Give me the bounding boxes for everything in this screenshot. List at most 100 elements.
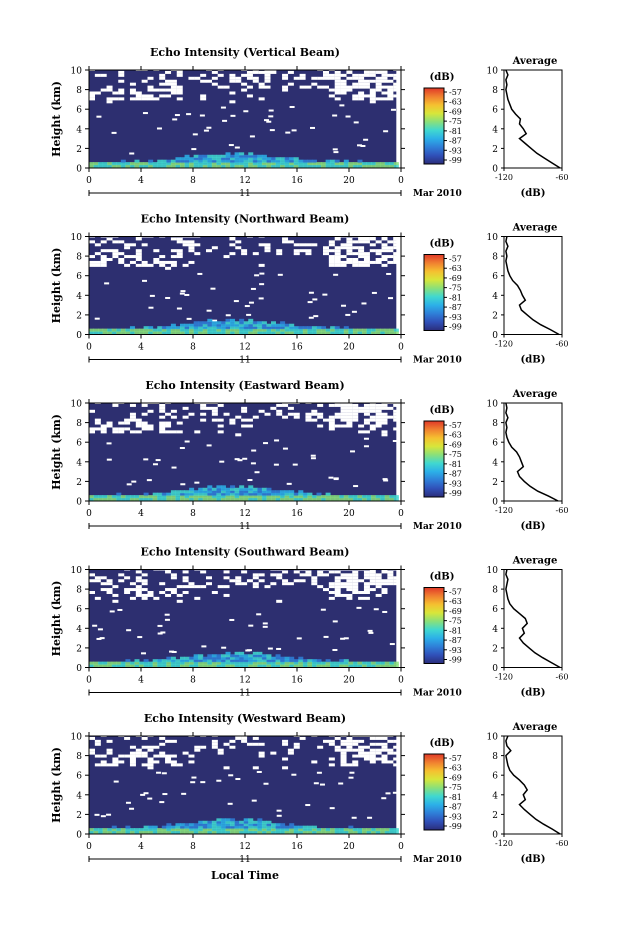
echo-cell <box>193 659 199 663</box>
no-data-cell <box>124 246 131 250</box>
echo-cell <box>193 162 199 166</box>
no-data-cell <box>170 82 177 86</box>
x-tick-label: 4 <box>138 343 144 353</box>
no-data-cell <box>223 742 230 746</box>
no-data-cell <box>176 585 183 589</box>
echo-cell <box>225 326 231 330</box>
no-data-cell <box>94 813 100 816</box>
echo-cell <box>143 495 149 499</box>
echo-cell <box>343 162 349 166</box>
echo-cell <box>248 661 254 665</box>
no-data-cell <box>200 79 207 83</box>
echo-cell <box>302 159 308 163</box>
echo-cell <box>352 828 358 832</box>
no-data-cell <box>352 85 359 89</box>
date-day-label: 11 <box>239 855 250 865</box>
no-data-cell <box>129 763 136 767</box>
no-data-cell <box>311 733 318 737</box>
no-data-cell <box>363 252 370 256</box>
x-tick-label: 0 <box>86 676 92 686</box>
no-data-cell <box>203 129 209 132</box>
no-data-cell <box>165 412 172 416</box>
no-data-cell <box>206 67 212 71</box>
echo-cell <box>102 664 108 668</box>
echo-cell <box>248 485 254 489</box>
echo-cell <box>166 830 172 834</box>
no-data-cell <box>94 596 101 600</box>
no-data-cell <box>346 88 353 92</box>
echo-cell <box>384 661 390 665</box>
echo-cell <box>225 661 231 665</box>
no-data-cell <box>352 733 359 737</box>
no-data-cell <box>137 636 143 639</box>
echo-cell <box>143 331 149 335</box>
echo-cell <box>234 659 240 663</box>
echo-cell <box>243 157 249 161</box>
no-data-cell <box>334 246 341 250</box>
colorbar-unit: (dB) <box>430 72 455 83</box>
echo-cell <box>339 497 345 501</box>
no-data-cell <box>352 240 359 244</box>
echo-cell <box>175 661 181 665</box>
echo-cell <box>252 830 258 834</box>
no-data-cell <box>322 293 328 296</box>
no-data-cell <box>358 748 365 752</box>
no-data-cell <box>159 94 166 98</box>
no-data-cell <box>176 67 183 71</box>
no-data-cell <box>352 418 359 422</box>
x-tick-label: 20 <box>343 343 355 353</box>
echo-cell <box>357 328 363 332</box>
no-data-cell <box>367 816 373 819</box>
no-data-cell <box>334 745 341 749</box>
no-data-cell <box>340 82 347 86</box>
no-data-cell <box>258 754 265 758</box>
no-data-cell <box>223 255 230 259</box>
echo-cell <box>257 656 263 660</box>
echo-cell <box>362 661 367 665</box>
no-data-cell <box>89 430 95 434</box>
heatmap <box>89 400 406 501</box>
echo-cell <box>216 818 222 822</box>
no-data-cell <box>340 582 347 586</box>
echo-cell <box>216 157 222 161</box>
no-data-cell <box>217 585 224 589</box>
echo-cell <box>343 331 349 335</box>
echo-cell <box>180 331 185 335</box>
echo-cell <box>330 164 336 168</box>
echo-cell <box>257 323 263 327</box>
average-y-tick-label: 10 <box>487 67 499 77</box>
echo-cell <box>252 654 258 658</box>
no-data-cell <box>147 745 154 749</box>
average-x-label: (dB) <box>521 355 546 366</box>
no-data-cell <box>332 620 338 623</box>
no-data-cell <box>399 82 406 86</box>
no-data-cell <box>369 760 376 764</box>
no-data-cell <box>264 412 271 416</box>
no-data-cell <box>129 91 136 95</box>
no-data-cell <box>317 85 324 89</box>
colorbar-tick-label: -87 <box>449 470 462 479</box>
no-data-cell <box>252 252 259 256</box>
echo-cell <box>170 661 176 665</box>
no-data-cell <box>334 400 341 404</box>
no-data-cell <box>194 481 200 484</box>
echo-cell <box>102 828 108 832</box>
no-data-cell <box>299 579 306 583</box>
no-data-cell <box>153 745 160 749</box>
no-data-cell <box>363 67 370 71</box>
no-data-cell <box>141 403 148 407</box>
average-y-tick-label: 8 <box>492 253 498 263</box>
no-data-cell <box>358 579 365 583</box>
echo-cell <box>180 830 185 834</box>
no-data-cell <box>227 802 233 805</box>
echo-cell <box>325 495 331 499</box>
colorbar-tick-label: -63 <box>449 264 462 273</box>
echo-cell <box>266 825 272 829</box>
echo-cell <box>98 830 104 834</box>
no-data-cell <box>258 573 265 577</box>
no-data-cell <box>323 635 329 638</box>
echo-cell <box>261 326 267 330</box>
echo-cell <box>302 497 308 501</box>
no-data-cell <box>393 412 400 416</box>
echo-cell <box>248 154 254 158</box>
